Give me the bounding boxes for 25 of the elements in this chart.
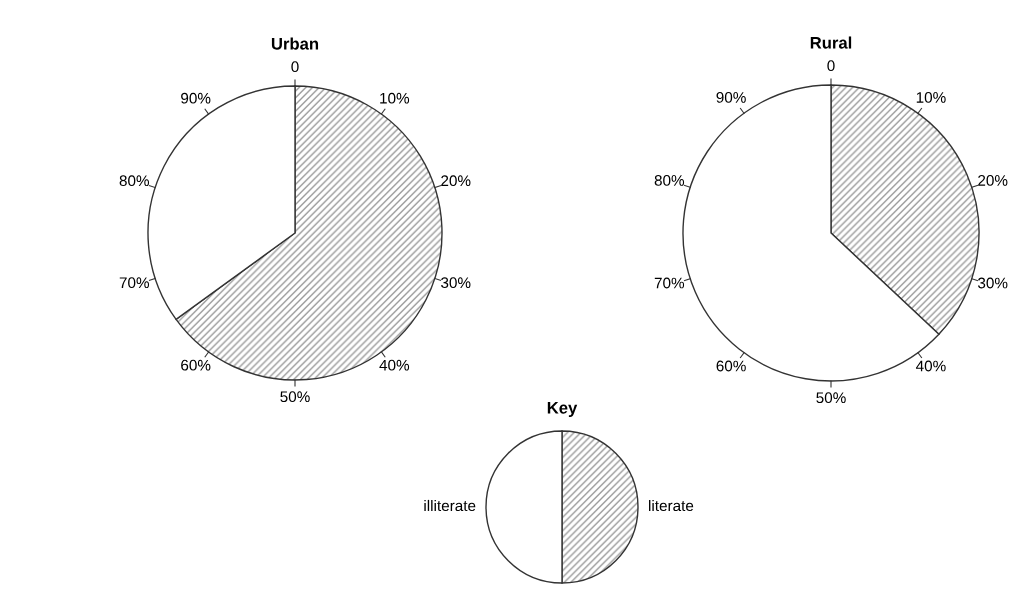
text: 10%: [916, 91, 946, 103]
text: 80%: [654, 174, 685, 186]
text: 40%: [915, 360, 946, 372]
text: 90%: [181, 92, 211, 104]
text: 50%: [816, 392, 846, 404]
chart-title: Rural: [810, 36, 852, 49]
text: 20%: [978, 174, 1008, 186]
text: 0: [291, 61, 299, 73]
text: 0: [827, 60, 835, 72]
text: 50%: [280, 391, 310, 403]
text: 30%: [441, 277, 471, 289]
chart-title: Urban: [271, 37, 319, 50]
text: 30%: [977, 277, 1008, 289]
text: 70%: [119, 277, 150, 289]
slice-label: literate: [649, 499, 694, 512]
text: 20%: [441, 175, 471, 187]
text: 90%: [716, 91, 746, 103]
text: 60%: [181, 359, 211, 371]
text: 80%: [119, 175, 150, 187]
text: 60%: [716, 360, 746, 372]
slice-label: illiterate: [424, 499, 476, 512]
text: 10%: [380, 92, 410, 104]
text: 40%: [379, 359, 410, 371]
chart-title: Key: [547, 402, 578, 417]
text: 70%: [654, 277, 685, 289]
